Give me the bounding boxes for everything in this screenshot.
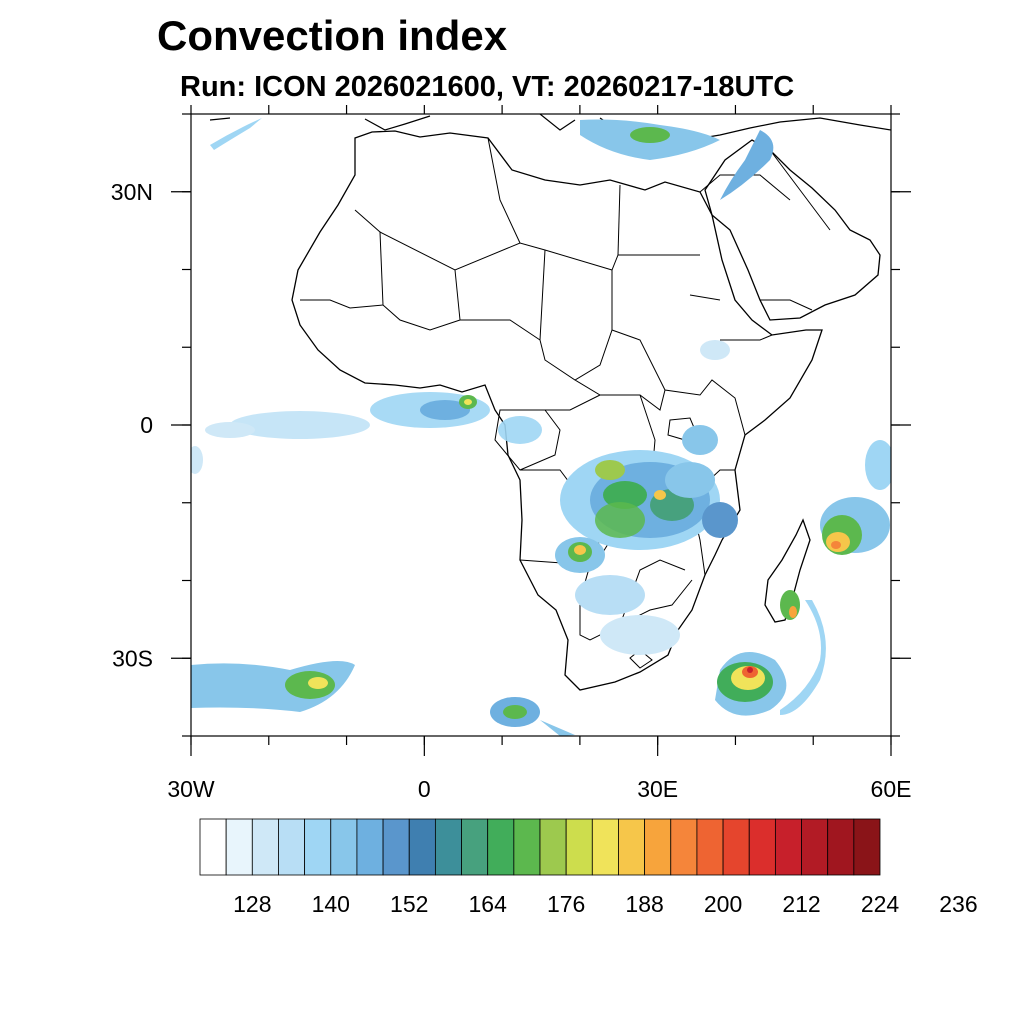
colorbar-label: 176	[547, 891, 585, 917]
y-tick-label: 0	[140, 412, 153, 438]
colorbar-swatch	[774, 818, 802, 876]
plot-title: Convection index	[157, 12, 508, 59]
colorbar-label: 200	[704, 891, 742, 917]
convection-shading	[191, 118, 891, 736]
map-tick-labels: 30N 0 30S 30W 0 30E 60E	[111, 179, 912, 802]
colorbar-swatch	[801, 818, 829, 876]
colorbar-swatch	[251, 818, 279, 876]
y-tick-label: 30N	[111, 179, 153, 205]
colorbar-swatch	[487, 818, 515, 876]
europe-coastline	[209, 114, 891, 151]
y-tick-label: 30S	[112, 645, 153, 671]
x-tick-label: 60E	[871, 776, 912, 802]
colorbar-swatch	[644, 818, 672, 876]
colorbar-swatch	[513, 818, 541, 876]
colorbar-swatch	[278, 818, 306, 876]
plot-subtitle: Run: ICON 2026021600, VT: 20260217-18UTC	[180, 71, 795, 103]
colorbar-swatch	[408, 818, 436, 876]
x-tick-label: 30W	[167, 776, 215, 802]
colorbar-swatch	[461, 818, 489, 876]
colorbar-swatch	[565, 818, 593, 876]
x-tick-label: 30E	[637, 776, 678, 802]
colorbar-label: 140	[312, 891, 350, 917]
colorbar-swatch	[382, 818, 410, 876]
colorbar-swatch	[827, 818, 855, 876]
colorbar-labels: 128 140 152 164 176 188 200 212 224 236	[233, 891, 978, 917]
map-panel	[191, 114, 891, 736]
africa-coastline	[291, 130, 823, 691]
map-ticks	[171, 105, 911, 756]
colorbar-label: 128	[233, 891, 271, 917]
colorbar-swatch	[696, 818, 724, 876]
colorbar-swatch	[225, 818, 253, 876]
colorbar-swatch	[330, 818, 358, 876]
colorbar-swatch	[591, 818, 619, 876]
colorbar-swatch	[434, 818, 462, 876]
colorbar-swatch	[722, 818, 750, 876]
colorbar-label: 188	[625, 891, 663, 917]
colorbar-swatch	[356, 818, 384, 876]
colorbar-label: 224	[861, 891, 900, 917]
colorbar-swatch	[853, 818, 881, 876]
colorbar-swatch	[199, 818, 227, 876]
x-tick-label: 0	[418, 776, 431, 802]
colorbar	[199, 818, 881, 876]
madagascar-coastline	[764, 518, 811, 623]
colorbar-swatch	[670, 818, 698, 876]
colorbar-label: 164	[469, 891, 508, 917]
colorbar-swatch	[304, 818, 332, 876]
colorbar-label: 212	[782, 891, 820, 917]
colorbar-label: 152	[390, 891, 428, 917]
colorbar-label: 236	[939, 891, 977, 917]
colorbar-swatch	[618, 818, 646, 876]
colorbar-swatch	[748, 818, 776, 876]
colorbar-swatch	[539, 818, 567, 876]
